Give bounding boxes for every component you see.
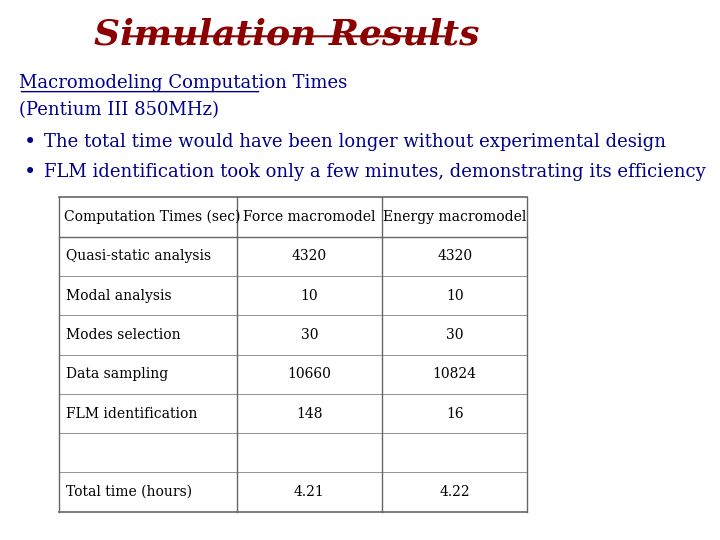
Text: Simulation Results: Simulation Results	[94, 17, 480, 51]
Text: •: •	[24, 133, 37, 152]
Text: 4320: 4320	[292, 249, 327, 264]
Text: 16: 16	[446, 407, 464, 421]
Text: Energy macromodel: Energy macromodel	[383, 210, 526, 224]
Text: 148: 148	[296, 407, 323, 421]
Text: Data sampling: Data sampling	[66, 367, 168, 381]
Text: Total time (hours): Total time (hours)	[66, 485, 192, 499]
Text: •: •	[24, 163, 37, 181]
Text: 10824: 10824	[433, 367, 477, 381]
Text: Macromodeling Computation Times: Macromodeling Computation Times	[19, 74, 347, 92]
Text: Modes selection: Modes selection	[66, 328, 180, 342]
Text: 10660: 10660	[287, 367, 331, 381]
Text: 4.21: 4.21	[294, 485, 325, 499]
Text: 4.22: 4.22	[439, 485, 470, 499]
Text: 10: 10	[300, 289, 318, 303]
Text: Force macromodel: Force macromodel	[243, 210, 376, 224]
Text: Quasi-static analysis: Quasi-static analysis	[66, 249, 211, 264]
Text: 30: 30	[446, 328, 464, 342]
Text: Modal analysis: Modal analysis	[66, 289, 171, 303]
Text: (Pentium III 850MHz): (Pentium III 850MHz)	[19, 101, 219, 119]
Text: FLM identification took only a few minutes, demonstrating its efficiency: FLM identification took only a few minut…	[44, 163, 706, 180]
Text: 10: 10	[446, 289, 464, 303]
Text: The total time would have been longer without experimental design: The total time would have been longer wi…	[44, 133, 666, 151]
Text: Computation Times (sec): Computation Times (sec)	[64, 210, 240, 224]
Text: 30: 30	[300, 328, 318, 342]
Text: 4320: 4320	[437, 249, 472, 264]
Text: FLM identification: FLM identification	[66, 407, 197, 421]
